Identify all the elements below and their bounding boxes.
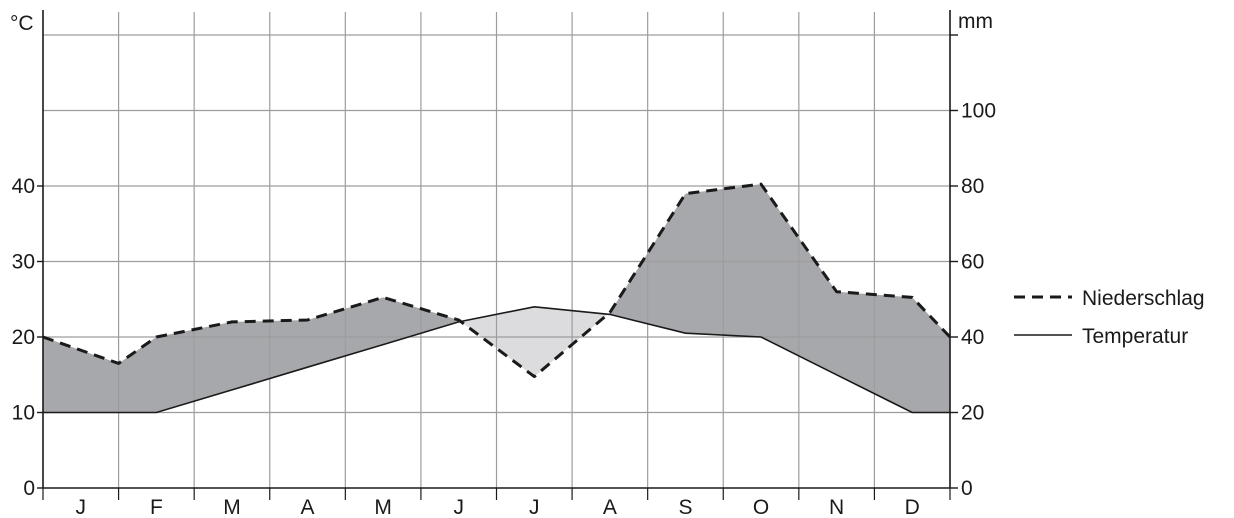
humid-area-0 [43, 297, 461, 413]
month-label: O [753, 496, 769, 518]
right-tick-label: 20 [961, 402, 984, 425]
left-tick-label: 30 [12, 251, 35, 274]
left-tick-label: 10 [12, 402, 35, 425]
right-tick-label: 0 [961, 477, 973, 500]
right-tick-label: 60 [961, 251, 984, 274]
temperature-line [43, 305, 950, 414]
axes-layer [37, 10, 958, 500]
month-label: J [529, 496, 540, 518]
series-layer [42, 182, 952, 414]
legend: Niederschlag Temperatur [1014, 287, 1205, 348]
right-axis-unit-label: mm [958, 10, 993, 33]
arid-area-1 [460, 306, 608, 377]
month-label: A [603, 496, 617, 518]
legend-label-temperatur: Temperatur [1082, 325, 1188, 348]
left-axis-unit-label: °C [10, 12, 34, 35]
right-tick-label: 100 [961, 100, 996, 123]
humid-area-2 [607, 184, 950, 413]
left-tick-label: 20 [12, 326, 35, 349]
month-label: D [905, 496, 920, 518]
month-label: J [453, 496, 464, 518]
precipitation-line [42, 182, 952, 379]
month-label: A [301, 496, 315, 518]
month-label: N [829, 496, 844, 518]
month-label: J [76, 496, 87, 518]
left-tick-label: 40 [12, 175, 35, 198]
left-tick-label: 0 [23, 477, 35, 500]
month-label: M [223, 496, 241, 518]
fill-layer [43, 184, 950, 413]
grid-layer [43, 12, 950, 488]
tick-label-layer: 0 10 20 30 40 0 20 40 60 80 100 J F M A M J J A S O N D [12, 100, 996, 518]
month-label: F [150, 496, 163, 518]
month-label: M [374, 496, 392, 518]
right-tick-label: 40 [961, 326, 984, 349]
right-tick-label: 80 [961, 175, 984, 198]
legend-label-niederschlag: Niederschlag [1082, 287, 1205, 310]
month-label: S [678, 496, 692, 518]
